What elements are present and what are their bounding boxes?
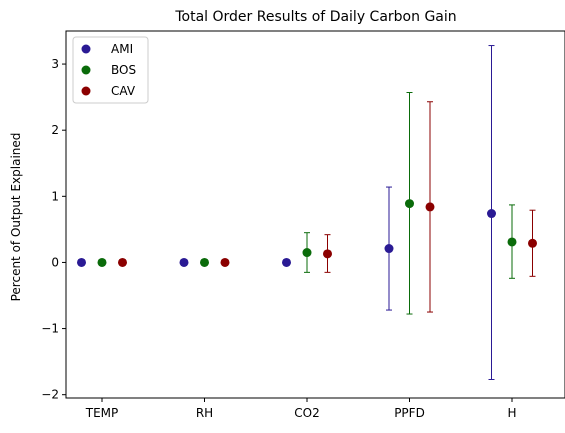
x-tick-label: CO2 xyxy=(294,406,319,420)
data-point-ami xyxy=(282,257,291,267)
data-point-cav xyxy=(220,257,230,267)
plot-frame xyxy=(65,30,565,399)
data-point-bos xyxy=(200,257,209,267)
y-tick-label: 2 xyxy=(51,123,59,137)
legend: AMI BOS CAV xyxy=(72,36,149,104)
y-tick-label: 0 xyxy=(51,255,59,269)
legend-label: CAV xyxy=(111,84,136,98)
data-point-bos xyxy=(405,199,414,209)
y-tick-label: −1 xyxy=(41,322,59,336)
legend-label: AMI xyxy=(111,42,133,56)
data-point-bos xyxy=(507,237,517,247)
data-point-cav xyxy=(118,257,127,267)
data-point-ami xyxy=(77,257,86,267)
data-point-cav xyxy=(323,249,332,259)
x-tick-label: TEMP xyxy=(85,406,119,420)
y-axis-label: Percent of Output Explained xyxy=(9,133,23,302)
legend-marker-bos xyxy=(81,65,91,75)
chart-title: Total Order Results of Daily Carbon Gain xyxy=(174,9,456,25)
data-point-bos xyxy=(97,257,107,267)
data-point-ami xyxy=(384,244,394,254)
legend-box xyxy=(72,36,149,104)
legend-marker-ami xyxy=(81,44,91,54)
y-tick-label: 3 xyxy=(51,57,59,71)
x-tick-label: PPFD xyxy=(394,406,425,420)
legend-label: BOS xyxy=(111,63,136,77)
x-tick-label: RH xyxy=(196,406,213,420)
data-point-ami xyxy=(487,209,496,219)
x-tick-label: H xyxy=(507,406,516,420)
data-point-cav xyxy=(425,202,435,212)
legend-marker-cav xyxy=(81,86,91,96)
data-point-cav xyxy=(528,238,537,248)
data-point-bos xyxy=(302,248,312,258)
y-tick-label: 1 xyxy=(51,189,59,203)
y-tick-label: −2 xyxy=(41,388,59,402)
data-point-ami xyxy=(179,257,189,267)
